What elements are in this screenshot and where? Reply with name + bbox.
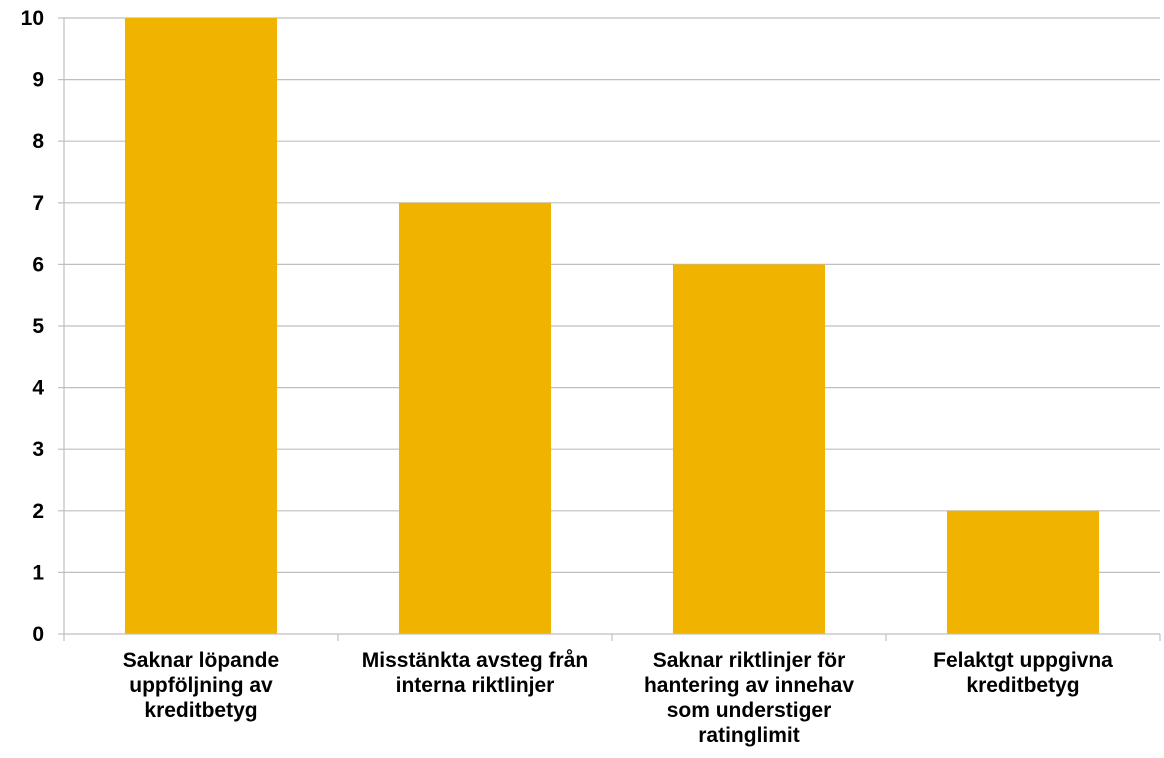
y-tick-label: 6 xyxy=(32,253,44,276)
y-tick-label: 0 xyxy=(32,623,44,646)
x-category-label: Saknar riktlinjer för hantering av inneha… xyxy=(644,649,854,747)
bar xyxy=(124,18,278,634)
x-category-label: Saknar löpande uppföljning av kreditbetyg xyxy=(123,649,279,722)
x-category-labels: Saknar löpande uppföljning av kreditbetygM… xyxy=(123,649,1113,747)
y-tick-label: 2 xyxy=(32,500,44,523)
y-tick-label: 3 xyxy=(32,438,44,461)
bar xyxy=(398,202,552,635)
y-tick-label: 7 xyxy=(32,192,44,215)
y-tick-label: 4 xyxy=(32,377,44,400)
bar xyxy=(672,264,826,634)
x-category-label-line: hantering av innehav xyxy=(644,674,854,697)
x-category-label-line: kreditbetyg xyxy=(966,674,1079,697)
x-category-label-line: kreditbetyg xyxy=(144,699,257,722)
y-tick-label: 8 xyxy=(32,130,44,153)
x-category-label-line: som understiger xyxy=(667,699,832,722)
y-tick-label: 9 xyxy=(32,69,44,92)
x-category-label-line: ratinglimit xyxy=(698,724,800,747)
x-category-label-line: Saknar löpande xyxy=(123,649,279,672)
x-category-label-line: uppföljning av xyxy=(129,674,273,697)
x-category-label-line: Misstänkta avsteg från xyxy=(362,649,588,672)
y-tick-labels: 0 1 2 3 4 5 6 7 8 9 10 xyxy=(21,7,45,646)
x-category-label-line: Felaktgt uppgivna xyxy=(933,649,1113,672)
y-tick-label: 10 xyxy=(21,7,44,30)
x-category-label-line: Saknar riktlinjer för xyxy=(653,649,846,672)
x-category-label: Misstänkta avsteg från interna riktlinjer xyxy=(362,649,588,697)
bars xyxy=(124,18,1100,635)
x-category-label: Felaktgt uppgivna kreditbetyg xyxy=(933,649,1113,697)
bar xyxy=(946,510,1100,634)
y-tick-label: 5 xyxy=(32,315,44,338)
x-category-label-line: interna riktlinjer xyxy=(396,674,555,697)
y-tick-label: 1 xyxy=(32,561,44,584)
axes xyxy=(58,17,1161,641)
